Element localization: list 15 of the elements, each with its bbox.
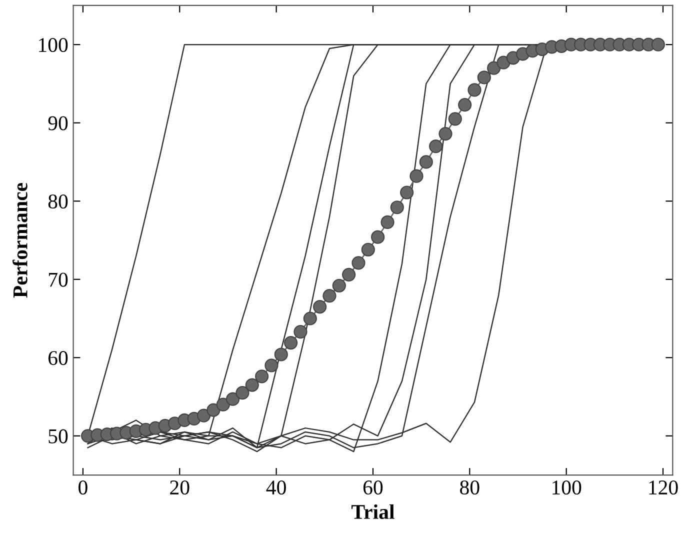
x-tick-label: 120: [649, 480, 678, 495]
y-tick-label: 50: [48, 429, 68, 444]
y-tick-label: 70: [48, 272, 68, 287]
x-tick-label: 60: [363, 480, 383, 495]
x-tick-label: 100: [552, 480, 582, 495]
x-tick-label: 40: [266, 480, 286, 495]
y-tick-label: 90: [48, 116, 68, 130]
x-tick-label: 0: [78, 480, 88, 495]
y-tick-label: 100: [39, 38, 68, 52]
x-tick-label: 20: [170, 480, 190, 495]
y-tick-label: 80: [48, 194, 68, 209]
x-tick-label: 80: [460, 480, 480, 495]
y-tick-label: 60: [48, 351, 68, 366]
x-axis-title: Trial: [352, 504, 394, 519]
y-axis-title: Performance: [12, 182, 28, 298]
